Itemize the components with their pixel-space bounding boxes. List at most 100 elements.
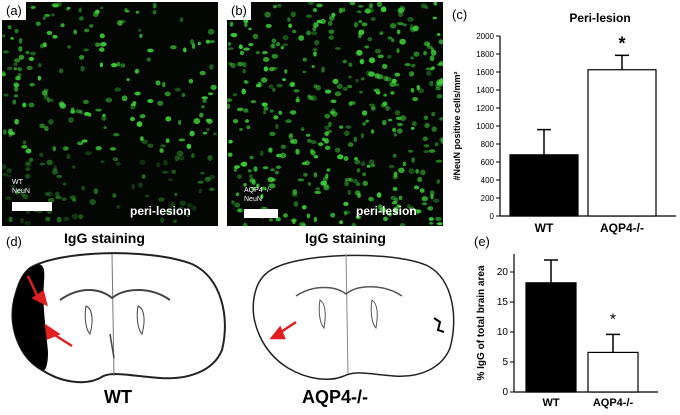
neuron-cell — [25, 167, 31, 172]
neuron-cell — [324, 145, 331, 150]
neuron-cell — [260, 186, 267, 190]
neuron-cell — [347, 189, 351, 195]
neuron-cell — [62, 182, 67, 186]
neuron-cell — [323, 184, 330, 189]
y-tick-label: 5 — [502, 357, 508, 368]
neuron-cell — [416, 84, 421, 91]
neuron-cell — [354, 159, 361, 165]
neuron-cell — [265, 23, 272, 28]
neuron-cell — [46, 159, 53, 166]
neuron-cell — [243, 47, 250, 51]
neuron-cell — [282, 78, 286, 82]
neuron-cell — [387, 118, 393, 122]
neuron-cell — [416, 209, 422, 214]
neuron-cell — [305, 14, 313, 19]
neuron-cell — [233, 119, 239, 124]
neuron-cell — [269, 109, 274, 113]
neuron-cell — [392, 175, 399, 180]
neuron-cell — [29, 157, 34, 162]
neuron-cell — [99, 62, 103, 68]
neuron-cell — [411, 63, 416, 68]
neuron-cell — [228, 62, 233, 66]
neuron-cell — [398, 167, 405, 174]
neuron-cell — [410, 26, 416, 33]
neuron-cell — [89, 199, 96, 205]
neuron-cell — [415, 169, 419, 174]
neuron-cell — [292, 29, 297, 34]
neuron-cell — [397, 7, 405, 14]
neuron-cell — [111, 63, 118, 68]
neuron-cell — [115, 161, 121, 166]
neuron-cell — [201, 105, 205, 109]
neuron-cell — [435, 159, 443, 163]
neuron-cell — [248, 43, 254, 47]
neuron-cell — [315, 187, 321, 191]
neuron-cell — [310, 150, 316, 156]
neuron-cell — [52, 169, 58, 175]
neuron-cell — [29, 51, 37, 56]
neuron-cell — [368, 196, 373, 202]
region-label: peri-lesion — [130, 204, 191, 218]
neuron-cell — [250, 100, 257, 104]
neuron-cell — [52, 167, 58, 171]
neuron-cell — [198, 188, 203, 194]
neuron-cell — [362, 180, 368, 186]
neuron-cell — [436, 33, 441, 36]
neuron-cell — [402, 161, 407, 167]
neuron-cell — [134, 91, 141, 96]
neuron-cell — [436, 222, 443, 226]
significance-asterisk: * — [610, 311, 616, 328]
neuron-cell — [2, 34, 6, 38]
neuron-cell — [268, 67, 275, 72]
neuron-cell — [246, 125, 251, 130]
neuron-cell — [368, 71, 375, 77]
y-tick-label: 1000 — [476, 122, 494, 131]
neuron-cell — [268, 183, 276, 189]
neuron-cell — [267, 176, 275, 183]
neuron-cell — [132, 100, 137, 107]
neuron-cell — [310, 95, 317, 101]
neuron-cell — [262, 51, 268, 55]
neuron-cell — [336, 83, 343, 90]
neuron-cell — [58, 68, 64, 74]
neuron-cell — [368, 3, 373, 9]
neuron-cell — [306, 30, 311, 36]
neuron-cell — [375, 91, 381, 95]
neuron-cell — [435, 83, 439, 89]
brain-title-aqp4: IgG staining — [305, 230, 386, 246]
neuron-cell — [438, 39, 443, 45]
neuron-cell — [360, 77, 365, 81]
neuron-cell — [25, 161, 31, 166]
neuron-cell — [255, 84, 261, 88]
neuron-cell — [374, 48, 382, 54]
neuron-cell — [114, 87, 121, 92]
neuron-cell — [314, 190, 322, 194]
neuron-cell — [268, 147, 273, 153]
neuron-cell — [428, 217, 434, 221]
neuron-cell — [14, 28, 19, 34]
third-ventricle — [109, 333, 115, 359]
neuron-cell — [327, 20, 333, 26]
neuron-cell — [207, 28, 215, 35]
neuron-cell — [170, 45, 177, 50]
neuron-cell — [55, 195, 62, 200]
neuron-cell — [347, 142, 354, 147]
neuron-cell — [298, 35, 305, 41]
neuron-cell — [347, 84, 353, 89]
neuron-cell — [313, 155, 319, 159]
neuron-cell — [49, 98, 54, 102]
neuron-cell — [161, 81, 166, 88]
neuron-cell — [113, 133, 120, 137]
neuron-cell — [382, 63, 388, 69]
neuron-cell — [209, 40, 215, 44]
neuron-cell — [208, 64, 214, 70]
midline — [345, 253, 349, 375]
neuron-cell — [14, 58, 21, 63]
neuron-cell — [62, 146, 69, 151]
neuron-cell — [293, 201, 299, 207]
neuron-cell — [398, 195, 403, 201]
neuron-cell — [170, 202, 176, 207]
neuron-cell — [397, 122, 403, 127]
brain-section-wt — [11, 252, 226, 384]
neuron-cell — [312, 48, 318, 52]
